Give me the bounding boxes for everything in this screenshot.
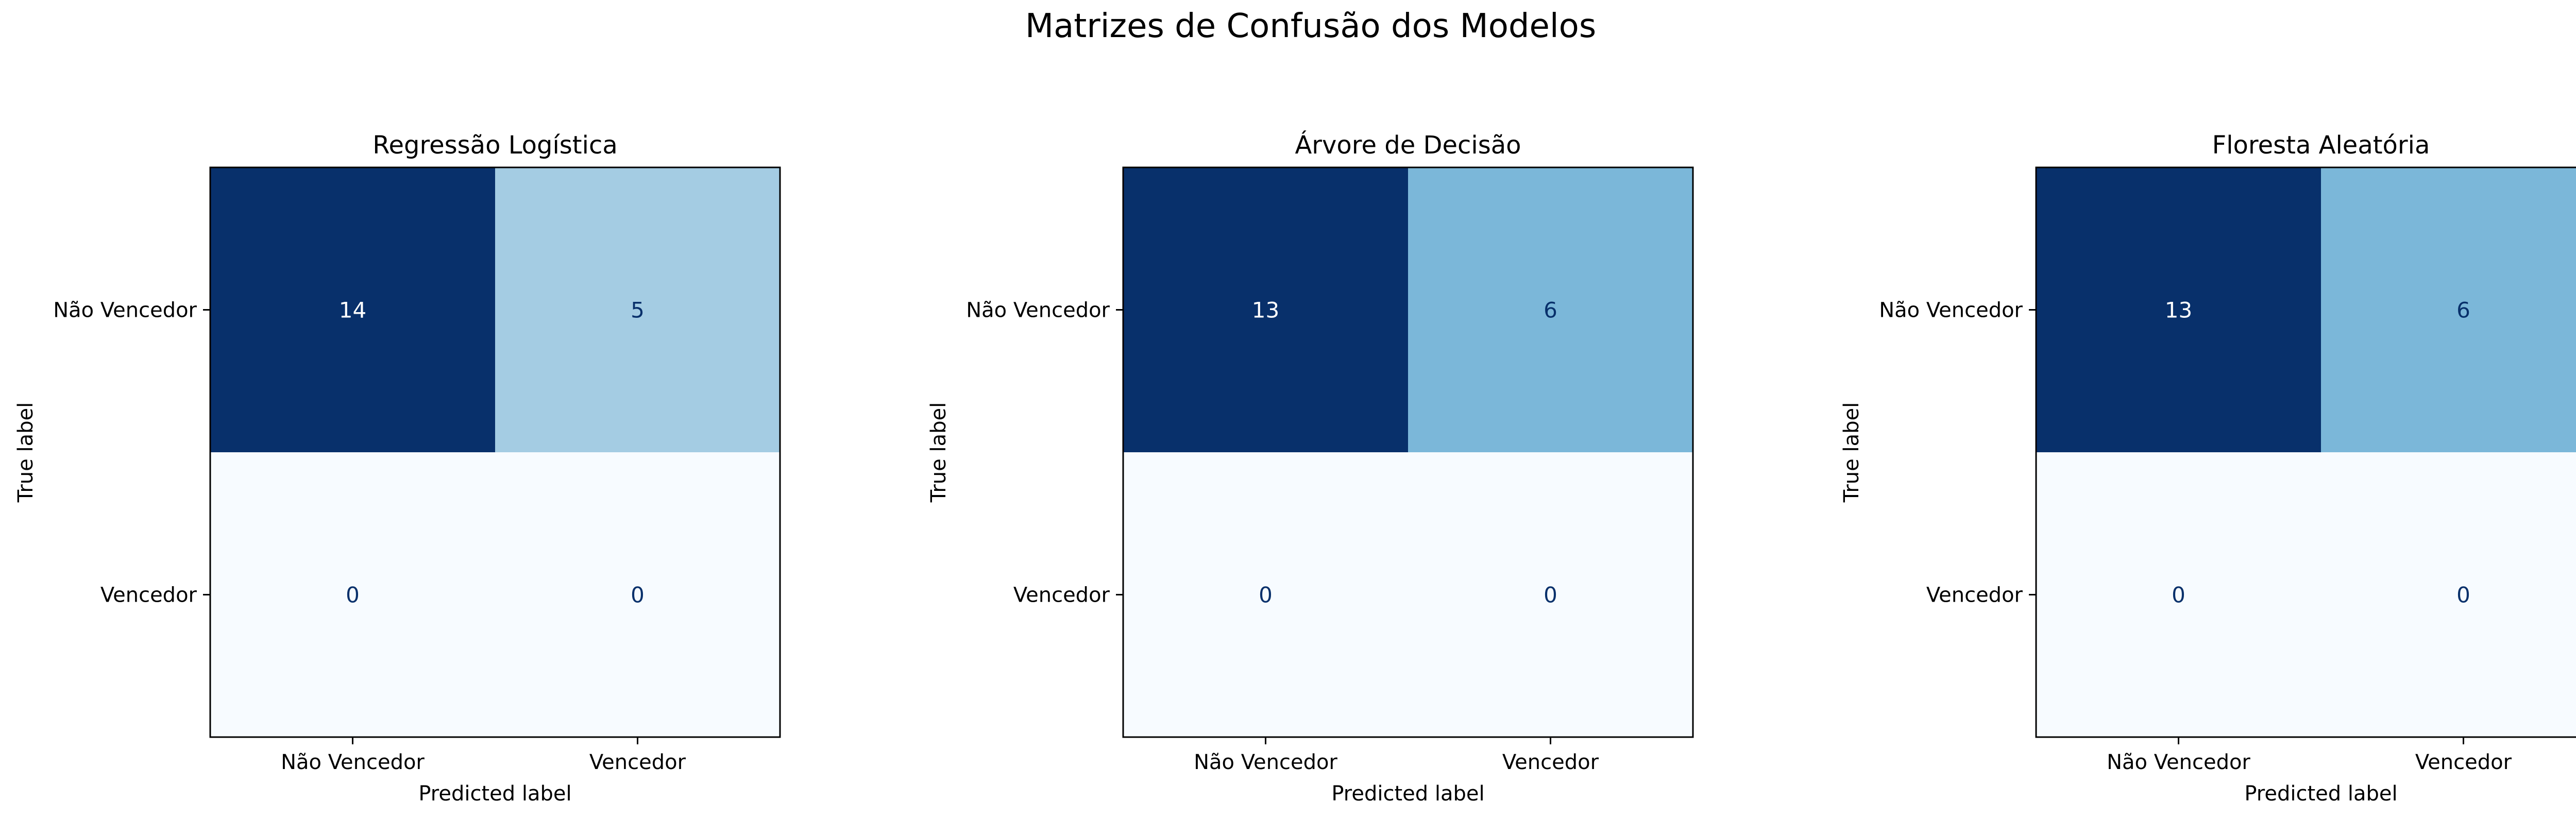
panels-group: Regressão Logística 14 5 0 0 Não Vencedor Venc… [14,130,2576,806]
matrix-cell [1123,452,1408,737]
x-tick-label: Vencedor [1502,750,1599,774]
plot-frame [1122,166,1694,738]
cell-value-label: 0 [631,583,645,608]
y-axis-label: True label [1840,402,1863,503]
x-tick-label: Vencedor [589,750,686,774]
confusion-matrix-panel-2: Árvore de Decisão 13 6 0 0 Não Vencedor Venced… [927,130,1694,806]
cell-value-label: 13 [1252,298,1279,323]
y-tick-label: Vencedor [1926,584,2023,607]
matrix-cell [2036,167,2321,452]
y-axis-label: True label [927,402,951,503]
matrix-cell [210,167,495,452]
x-tick-label: Não Vencedor [281,750,425,774]
cell-value-label: 0 [1259,583,1273,608]
x-tick-label: Não Vencedor [1194,750,1337,774]
y-tick-label: Vencedor [1013,584,1110,607]
x-tick-label: Vencedor [2415,750,2512,774]
x-axis-label: Predicted label [1331,782,1484,806]
y-tick-label: Não Vencedor [1879,299,2023,322]
confusion-matrix-panel-1: Regressão Logística 14 5 0 0 Não Vencedor Venc… [14,131,781,806]
matrix-cell [1408,452,1693,737]
matrix-cell [1123,167,1408,452]
plot-frame [2035,166,2576,738]
y-tick-label: Não Vencedor [966,299,1110,322]
cell-value-label: 13 [2165,298,2192,323]
matrix-cell [495,452,780,737]
matrix-cell [210,452,495,737]
cell-value-label: 6 [2456,298,2470,323]
cell-value-label: 14 [339,298,366,323]
x-axis-label: Predicted label [2244,782,2397,806]
x-tick-label: Não Vencedor [2107,750,2250,774]
cell-value-label: 0 [2456,583,2470,608]
y-tick-label: Não Vencedor [53,299,197,322]
panel-title: Floresta Aleatória [2212,131,2430,160]
cell-value-label: 5 [631,298,645,323]
matrix-cell [2321,452,2576,737]
y-tick-label: Vencedor [100,584,197,607]
cell-value-label: 0 [1544,583,1557,608]
figure-title: Matrizes de Confusão dos Modelos [1025,7,1596,45]
panel-title: Árvore de Decisão [1295,130,1521,160]
cell-value-label: 0 [346,583,360,608]
matrix-cell [495,167,780,452]
cell-value-label: 0 [2172,583,2185,608]
panel-title: Regressão Logística [372,131,618,160]
matrix-cell [1408,167,1693,452]
matrix-cell [2036,452,2321,737]
matrix-cell [2321,167,2576,452]
cell-value-label: 6 [1544,298,1557,323]
plot-frame [209,166,781,738]
x-axis-label: Predicted label [418,782,571,806]
confusion-matrix-panel-3: Floresta Aleatória 13 6 0 0 Não Vencedor Vence… [1840,131,2576,806]
y-axis-label: True label [14,402,38,503]
